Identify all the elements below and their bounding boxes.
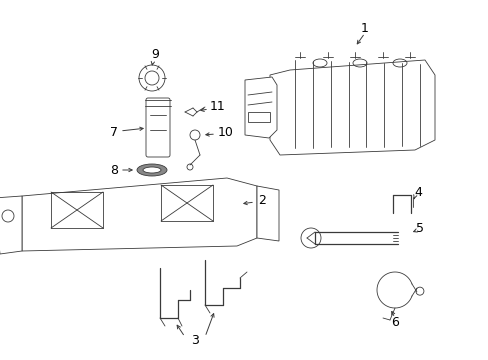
Text: 11: 11	[209, 99, 225, 112]
Polygon shape	[269, 60, 434, 155]
Text: 9: 9	[151, 49, 159, 62]
Ellipse shape	[137, 164, 167, 176]
Text: 1: 1	[360, 22, 368, 35]
Text: 8: 8	[110, 163, 118, 176]
Text: 2: 2	[258, 194, 265, 207]
Text: 3: 3	[191, 333, 199, 346]
Ellipse shape	[142, 167, 161, 173]
Text: 7: 7	[110, 126, 118, 139]
Polygon shape	[244, 77, 276, 138]
FancyBboxPatch shape	[247, 112, 269, 122]
Polygon shape	[22, 178, 257, 251]
Text: 10: 10	[218, 126, 233, 139]
FancyBboxPatch shape	[146, 98, 170, 157]
Text: 4: 4	[413, 186, 421, 199]
Polygon shape	[257, 186, 279, 241]
Polygon shape	[0, 196, 22, 254]
Text: 5: 5	[415, 221, 423, 234]
Text: 6: 6	[390, 315, 398, 328]
